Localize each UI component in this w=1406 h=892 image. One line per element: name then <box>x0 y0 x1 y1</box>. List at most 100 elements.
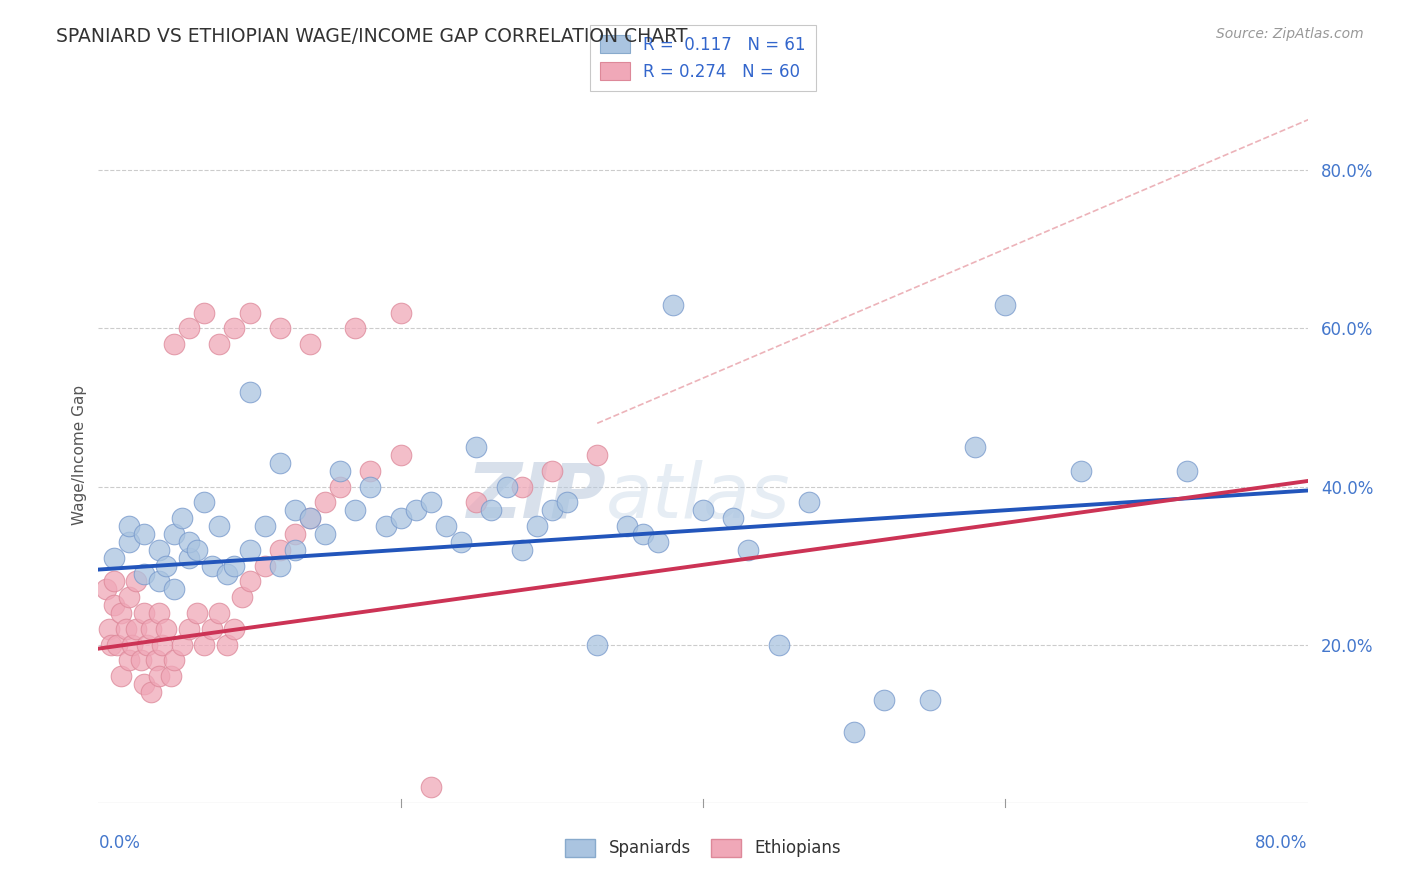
Point <box>965 440 987 454</box>
Point <box>125 574 148 589</box>
Text: SPANIARD VS ETHIOPIAN WAGE/INCOME GAP CORRELATION CHART: SPANIARD VS ETHIOPIAN WAGE/INCOME GAP CO… <box>56 27 688 45</box>
Point <box>141 622 163 636</box>
Point <box>284 527 307 541</box>
Point <box>768 638 790 652</box>
Point <box>994 298 1017 312</box>
Point <box>170 511 193 525</box>
Point <box>360 479 382 493</box>
Point <box>661 298 683 312</box>
Point <box>360 464 382 478</box>
Point <box>163 582 186 597</box>
Point <box>118 591 141 605</box>
Text: 80.0%: 80.0% <box>1256 834 1308 852</box>
Point <box>132 527 155 541</box>
Point <box>555 495 578 509</box>
Text: 0.0%: 0.0% <box>98 834 141 852</box>
Point <box>540 503 562 517</box>
Point <box>132 677 155 691</box>
Point <box>135 638 157 652</box>
Point <box>98 622 121 636</box>
Point <box>873 693 896 707</box>
Point <box>129 653 152 667</box>
Point <box>94 582 117 597</box>
Point <box>150 638 173 652</box>
Point <box>148 669 170 683</box>
Point <box>118 653 141 667</box>
Point <box>145 653 167 667</box>
Point <box>344 503 367 517</box>
Point <box>510 542 533 557</box>
Point <box>269 542 291 557</box>
Point <box>420 495 443 509</box>
Point <box>224 622 246 636</box>
Point <box>193 638 215 652</box>
Point <box>179 622 201 636</box>
Point <box>344 321 367 335</box>
Point <box>329 464 352 478</box>
Point <box>314 527 336 541</box>
Point <box>132 606 155 620</box>
Point <box>121 638 143 652</box>
Point <box>110 669 132 683</box>
Point <box>110 606 132 620</box>
Point <box>1175 464 1198 478</box>
Text: Source: ZipAtlas.com: Source: ZipAtlas.com <box>1216 27 1364 41</box>
Point <box>155 558 177 573</box>
Point <box>586 638 609 652</box>
Point <box>224 321 246 335</box>
Point <box>239 384 262 399</box>
Point <box>389 448 412 462</box>
Point <box>170 638 193 652</box>
Point <box>299 511 322 525</box>
Point <box>329 479 352 493</box>
Point <box>737 542 759 557</box>
Point <box>141 685 163 699</box>
Point <box>179 550 201 565</box>
Point <box>434 519 457 533</box>
Point <box>723 511 745 525</box>
Point <box>450 534 472 549</box>
Point <box>253 558 276 573</box>
Point <box>389 305 412 319</box>
Point <box>239 574 262 589</box>
Point <box>186 606 208 620</box>
Point <box>253 519 276 533</box>
Point <box>299 337 322 351</box>
Point <box>540 464 562 478</box>
Point <box>163 653 186 667</box>
Point <box>179 321 201 335</box>
Point <box>631 527 654 541</box>
Point <box>201 558 224 573</box>
Point <box>148 542 170 557</box>
Point <box>314 495 336 509</box>
Point <box>163 527 186 541</box>
Point <box>160 669 183 683</box>
Point <box>239 542 262 557</box>
Point <box>179 534 201 549</box>
Point <box>208 606 231 620</box>
Point <box>118 519 141 533</box>
Point <box>616 519 638 533</box>
Point <box>269 321 291 335</box>
Point <box>215 566 238 581</box>
Point <box>1070 464 1092 478</box>
Point <box>526 519 548 533</box>
Point <box>163 337 186 351</box>
Point <box>797 495 820 509</box>
Point <box>844 724 866 739</box>
Point <box>481 503 503 517</box>
Point <box>201 622 224 636</box>
Point <box>465 495 488 509</box>
Point <box>374 519 396 533</box>
Point <box>389 511 412 525</box>
Point <box>103 598 125 612</box>
Point <box>231 591 253 605</box>
Point <box>105 638 128 652</box>
Point <box>125 622 148 636</box>
Point <box>284 503 307 517</box>
Point <box>118 534 141 549</box>
Point <box>208 519 231 533</box>
Point <box>114 622 136 636</box>
Point <box>586 448 609 462</box>
Point <box>155 622 177 636</box>
